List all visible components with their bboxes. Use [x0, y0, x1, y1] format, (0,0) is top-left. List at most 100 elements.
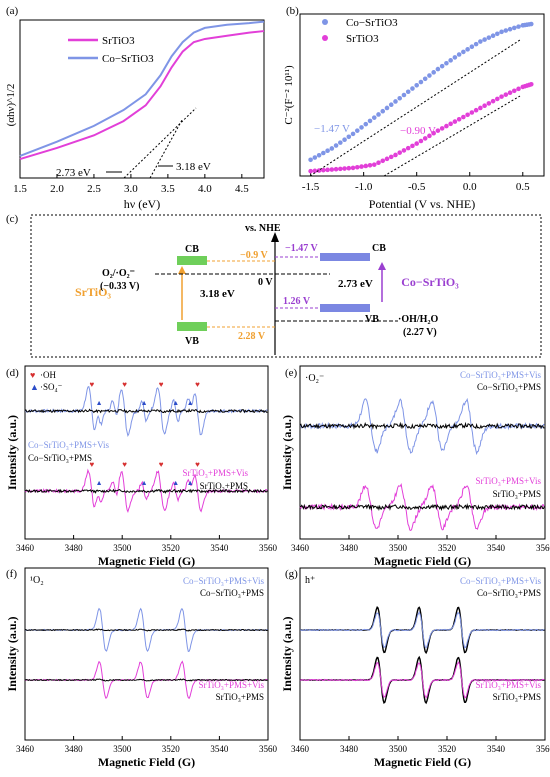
panel-e: (e) Intensity (a.u.) Magnetic Field (G) 346…: [280, 365, 550, 568]
b-point: [418, 79, 424, 85]
b-point: [495, 96, 500, 102]
panel-g-xlabel: Magnetic Field (G): [374, 755, 471, 769]
epr-xtick-label: 3500: [113, 744, 132, 754]
oh-peak-marker: ♥: [122, 380, 127, 389]
so4-peak-marker: ▲: [141, 399, 148, 407]
a-xtick-label: 3.5: [161, 183, 175, 195]
epr-xtick-label: 3480: [65, 543, 84, 553]
epr-series-label: SrTiO₃+PMS+Vis: [476, 680, 542, 690]
annotation-090: −0.90 V: [400, 125, 436, 137]
a-xtick-label: 3.0: [124, 183, 138, 195]
so4-marker-icon: ▲: [30, 382, 39, 392]
b-point: [354, 164, 360, 170]
b-point: [422, 76, 428, 82]
epr-xtick-label: 3520: [162, 543, 181, 553]
panel-a-label: (a): [6, 5, 19, 17]
b-point: [333, 166, 339, 172]
panel-b: (b) C⁻²(F⁻² 10¹¹) Potential (V vs. NHE) …: [283, 5, 545, 211]
right-material: Co−SrTiO₃: [401, 275, 459, 289]
b-point: [461, 114, 466, 120]
epr-series-label: Co−SrTiO₃+PMS: [28, 453, 92, 463]
b-point: [507, 90, 513, 96]
so4-peak-marker: ▲: [141, 479, 148, 487]
so4-legend-label: ·SO₄⁻: [40, 382, 63, 392]
epr-trace-co-dark: [24, 408, 268, 414]
b-point: [478, 39, 483, 44]
b-point: [397, 150, 403, 155]
panel-b-label: (b): [286, 5, 299, 17]
panel-e-title: ·O₂⁻: [305, 373, 324, 384]
epr-xtick-label: 3560: [536, 543, 550, 553]
panel-f-xlabel: Magnetic Field (G): [98, 755, 195, 769]
epr-series-label: SrTiO₃+PMS: [493, 692, 541, 702]
oh-legend-label: ·OH: [40, 370, 56, 380]
nhe-axis-arrow: [271, 232, 279, 242]
b-point: [376, 112, 381, 117]
panel-e-frame: [299, 365, 546, 540]
b-point: [397, 95, 403, 101]
left-vb-bar: [177, 322, 207, 331]
oh-peak-marker: ♥: [89, 380, 94, 389]
epr-xtick-label: 3520: [162, 744, 181, 754]
nhe-title: vs. NHE: [245, 223, 281, 234]
tangent-line-2: [149, 119, 183, 179]
b-point: [473, 107, 479, 113]
b-point: [410, 143, 415, 149]
b-point: [312, 155, 318, 160]
panel-g: (g) Intensity (a.u.) Magnetic Field (G) 346…: [280, 567, 550, 769]
panel-g-label: (g): [285, 568, 298, 580]
b-point: [482, 103, 487, 108]
panel-a-frame: [19, 19, 265, 179]
b-point: [465, 112, 470, 118]
b-point: [507, 26, 513, 32]
right-cb-bar: [320, 253, 370, 261]
epr-xtick-label: 3480: [340, 744, 359, 754]
b-point: [452, 55, 458, 60]
right-vb-bar: [320, 304, 370, 312]
b-point: [380, 108, 386, 114]
b-point: [308, 157, 313, 163]
b-point: [444, 60, 449, 66]
so4-peak-marker: ▲: [96, 399, 103, 407]
epr-xtick-label: 3480: [340, 543, 359, 553]
b-point: [393, 152, 398, 158]
b-point: [448, 58, 453, 63]
b-point: [439, 63, 445, 69]
b-point: [329, 146, 335, 151]
annotation-273: 2.73 eV: [56, 167, 91, 179]
b-xtick-label: -0.5: [408, 181, 426, 193]
epr-xtick-label: 3480: [65, 744, 84, 754]
b-point: [516, 24, 521, 29]
b-point: [499, 29, 504, 35]
legend-dot-co: [322, 19, 328, 25]
b-point: [448, 121, 453, 127]
b-point: [422, 136, 428, 141]
oh-peak-marker: ♥: [195, 460, 200, 469]
b-point: [342, 166, 347, 171]
left-cb-bar: [177, 256, 207, 265]
oh-peak-marker: ♥: [89, 460, 94, 469]
b-point: [359, 164, 364, 169]
a-xtick-label: 1.5: [13, 183, 27, 195]
mott-tangent-co: [309, 39, 521, 177]
panel-f-label: (f): [6, 568, 17, 580]
epr-xtick-label: 3500: [389, 543, 408, 553]
b-point: [393, 99, 398, 104]
b-point: [354, 128, 360, 133]
b-point: [427, 133, 432, 139]
legend-label-srtio3: SrTiO3: [102, 35, 135, 47]
b-point: [431, 70, 436, 75]
b-point: [456, 52, 462, 57]
b-point: [405, 145, 411, 151]
b-point: [435, 128, 441, 133]
b-point: [414, 82, 419, 88]
panel-f-frame: [24, 567, 269, 741]
panel-e-label: (e): [285, 367, 298, 379]
b-point: [516, 86, 521, 92]
epr-trace-co-dark: [24, 628, 268, 632]
epr-series-label: SrTiO₃+PMS+Vis: [199, 680, 265, 690]
panel-f-title: ¹O₂: [30, 575, 44, 586]
epr-series-label: Co−SrTiO₃+PMS: [477, 588, 541, 598]
b-point: [308, 168, 313, 174]
panel-e-xlabel: Magnetic Field (G): [374, 554, 471, 568]
